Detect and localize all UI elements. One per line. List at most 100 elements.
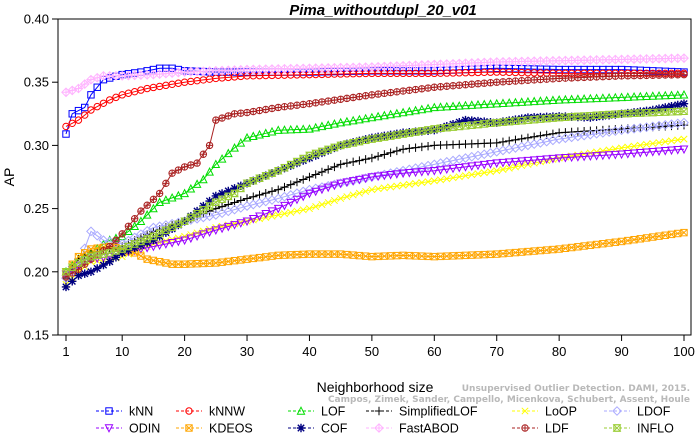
data-point [130,215,139,223]
legend-item-inflo: INFLO [604,422,674,434]
data-point [317,148,327,158]
data-point [629,108,639,117]
data-point [560,153,570,163]
data-point [474,170,482,178]
data-point [387,183,395,191]
data-point [424,178,432,186]
data-point [536,112,545,122]
data-point [679,53,689,64]
data-point [142,238,152,247]
legend-label: FastABOD [399,422,459,434]
data-point [192,206,202,216]
data-point [680,135,688,143]
data-point [305,172,314,182]
data-point [642,148,651,158]
legend-item-odin: ODIN [96,422,160,434]
legend-label: LDOF [637,405,671,419]
legend-marker [521,424,529,432]
data-point [430,126,439,135]
data-point [255,129,264,139]
data-point [479,99,489,109]
x-tick-label: 60 [427,344,441,359]
data-point [236,181,245,191]
legend-label: kNNW [209,405,245,419]
data-point [411,85,420,94]
data-point [418,85,426,93]
data-point [199,150,208,158]
data-point [311,170,320,179]
data-point [573,94,583,103]
data-point [324,97,332,105]
data-point [386,171,396,180]
series-layer [61,53,689,292]
data-point [81,111,89,119]
data-point [367,153,377,163]
data-point [274,185,283,194]
data-point [536,96,545,105]
data-point [492,138,501,148]
data-point [223,148,233,158]
data-point [248,215,258,224]
data-point [124,222,133,230]
data-point [635,91,645,101]
legend-label: COF [321,422,348,434]
data-point [610,150,620,160]
data-point [473,161,483,171]
data-point [230,110,239,118]
data-point [386,88,395,97]
data-point [111,253,121,262]
data-point [354,175,364,185]
legend-item-loop: LoOP [512,405,577,419]
data-point [398,144,408,154]
data-point [511,157,520,167]
data-point [62,130,70,138]
data-point [642,140,651,148]
data-point [205,202,214,210]
data-point [174,220,183,230]
data-point [355,156,364,165]
data-point [660,90,670,100]
data-point [679,107,689,115]
data-point [99,260,108,270]
data-point [404,169,414,178]
series-line-lof [65,94,685,273]
data-point [336,160,345,169]
data-point [379,110,389,120]
data-point [330,196,338,205]
data-point [429,166,439,176]
data-point [411,105,420,115]
data-point [679,89,689,99]
data-point [361,155,370,164]
data-point [230,189,239,198]
data-point [404,106,414,116]
data-point [242,132,252,142]
data-point [529,96,539,106]
data-point [236,219,246,228]
data-point [142,210,152,219]
data-point [217,153,227,163]
data-point [617,150,626,160]
data-point [136,216,146,225]
data-point [68,277,77,286]
legend-marker [296,423,306,433]
data-point [423,126,433,135]
series-ldf [62,70,688,281]
data-point [579,93,589,103]
data-point [162,179,170,188]
data-point [611,72,620,80]
data-point [205,141,214,150]
data-point [205,196,214,206]
data-point [149,195,158,204]
data-point [542,75,551,83]
data-point [299,156,308,165]
data-point [292,158,302,168]
data-point [579,152,589,162]
x-tick-label: 30 [240,344,254,359]
data-point [405,128,414,137]
data-point [342,178,352,187]
data-point [468,171,476,179]
data-point [180,188,190,198]
data-point [680,228,688,237]
data-point [393,88,401,96]
